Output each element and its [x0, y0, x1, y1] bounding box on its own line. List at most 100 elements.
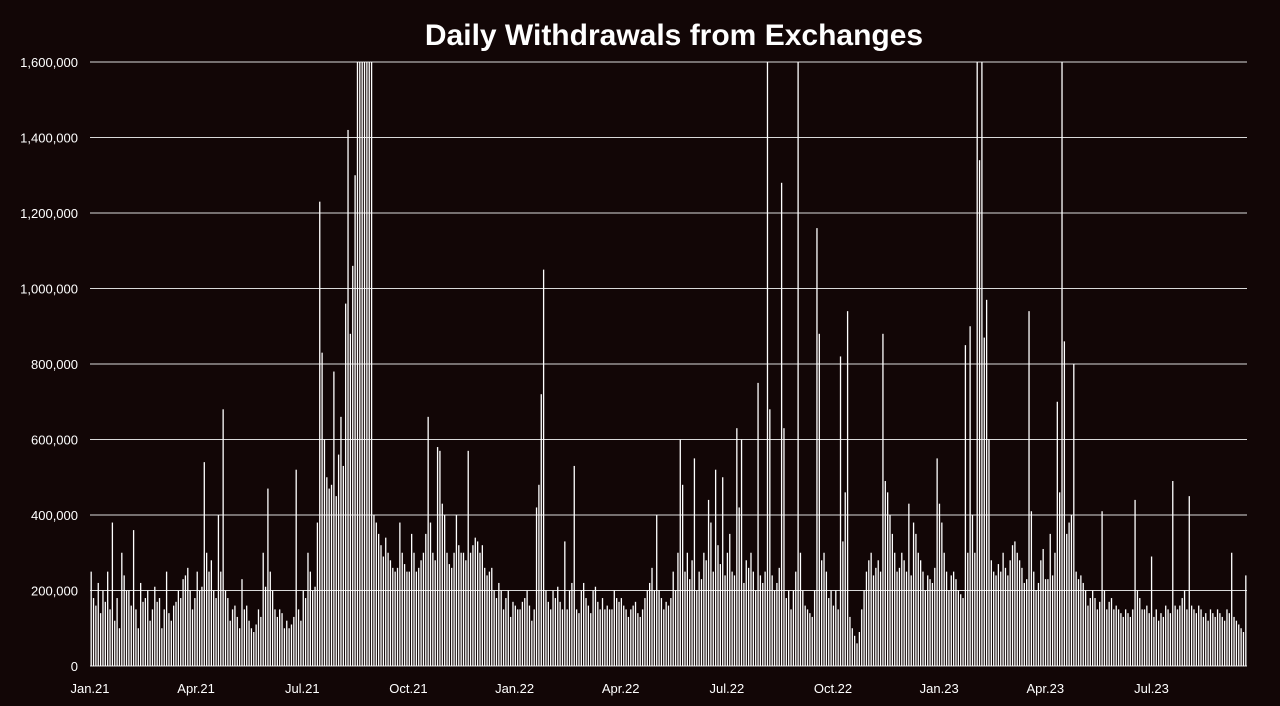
bar: [1205, 613, 1207, 666]
bar: [1082, 582, 1084, 666]
bar: [707, 499, 710, 666]
bar: [771, 575, 773, 666]
bar: [788, 590, 790, 666]
bar: [983, 337, 985, 666]
bar: [712, 571, 714, 667]
bar: [1028, 311, 1030, 666]
bar: [177, 590, 180, 666]
bar: [616, 598, 618, 666]
bar: [168, 613, 170, 666]
bar: [347, 129, 349, 666]
bar: [434, 560, 436, 666]
bar: [780, 182, 783, 667]
bar: [363, 62, 366, 666]
bar: [936, 458, 938, 667]
bar: [486, 575, 488, 666]
bar: [580, 590, 582, 666]
bar: [927, 575, 929, 666]
bar: [484, 567, 486, 666]
bar: [382, 556, 385, 666]
bar: [729, 533, 731, 667]
bar: [1141, 609, 1143, 667]
bar: [799, 552, 802, 666]
bar: [1228, 613, 1230, 666]
bar: [649, 582, 651, 666]
bar: [653, 590, 656, 666]
bar: [795, 571, 797, 667]
bar: [896, 571, 898, 667]
bar: [425, 533, 427, 667]
x-tick-label: Jan.21: [70, 681, 109, 696]
bar: [785, 598, 787, 666]
bar: [514, 605, 516, 666]
bar: [533, 609, 535, 667]
bar: [253, 632, 255, 666]
bar: [922, 571, 924, 667]
bar: [550, 609, 552, 667]
bar: [854, 635, 856, 666]
bar: [1179, 605, 1181, 666]
bar: [1018, 560, 1021, 666]
bar: [554, 598, 557, 666]
bar: [858, 632, 861, 666]
bar: [898, 567, 901, 666]
bar: [472, 545, 474, 666]
bar: [203, 462, 205, 666]
bar: [524, 598, 526, 666]
bar: [703, 552, 705, 666]
bar: [1094, 598, 1096, 666]
bar: [420, 560, 422, 666]
bar: [630, 609, 632, 667]
bar: [441, 503, 443, 666]
bar: [1040, 560, 1042, 666]
bar: [962, 598, 964, 666]
bar: [378, 533, 380, 667]
x-tick-label: Jan.23: [920, 681, 959, 696]
bar: [950, 575, 952, 666]
bar: [498, 582, 500, 666]
bar: [180, 598, 182, 666]
bar: [182, 579, 184, 666]
x-tick-label: Apr.21: [177, 681, 215, 696]
bar: [1148, 613, 1150, 666]
bar: [286, 620, 288, 666]
bar: [354, 175, 356, 666]
bar: [1054, 552, 1056, 666]
bar: [1181, 598, 1183, 666]
bar: [321, 352, 323, 666]
bar: [1172, 481, 1174, 666]
bar: [1214, 616, 1216, 666]
bar: [887, 492, 889, 666]
bar: [943, 552, 945, 666]
bar: [295, 469, 297, 666]
bar: [590, 613, 592, 666]
bar: [1200, 609, 1202, 667]
bar: [601, 598, 604, 666]
bar: [599, 609, 601, 667]
bar: [773, 590, 776, 666]
bar: [1087, 605, 1089, 666]
bar: [976, 62, 978, 666]
bar: [818, 333, 820, 666]
bar: [1099, 601, 1101, 666]
bar: [705, 560, 707, 666]
bar: [184, 575, 187, 666]
bar: [326, 477, 328, 666]
bar: [102, 590, 104, 666]
bar: [755, 590, 757, 666]
bar: [453, 552, 455, 666]
bar: [1195, 613, 1197, 666]
bar: [451, 567, 453, 666]
bar: [90, 571, 92, 667]
bar: [1033, 571, 1035, 667]
bar: [908, 503, 910, 666]
bar: [1110, 598, 1113, 666]
bar: [401, 552, 403, 666]
bar: [693, 458, 696, 667]
bar: [856, 643, 858, 666]
bar-series: [90, 62, 1247, 667]
bar: [312, 590, 314, 666]
bar: [137, 628, 139, 666]
bar: [924, 590, 926, 666]
